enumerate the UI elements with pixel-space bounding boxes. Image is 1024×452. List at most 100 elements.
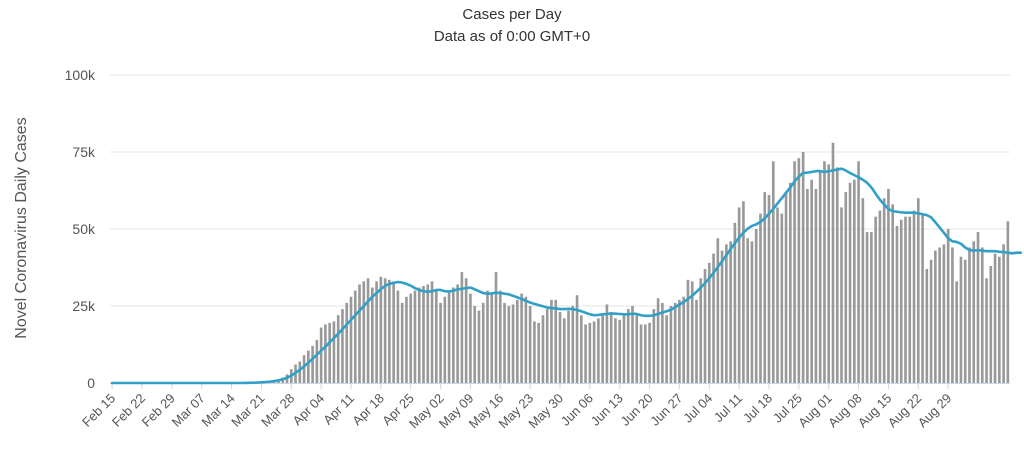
bar (554, 299, 558, 383)
bar (375, 281, 378, 383)
bar (801, 152, 805, 383)
bar (707, 262, 711, 383)
bar (929, 259, 933, 383)
bar-series (243, 142, 1010, 383)
bar (814, 188, 818, 383)
bar (545, 309, 549, 383)
bar (341, 309, 344, 383)
bar (972, 241, 976, 383)
bar (746, 238, 749, 383)
bar (494, 272, 498, 383)
bar (409, 293, 413, 383)
x-tick-label: Apr 04 (290, 391, 328, 429)
bar (307, 350, 310, 383)
bar (328, 322, 331, 383)
bar (908, 216, 912, 383)
bar (823, 161, 826, 383)
bar (865, 232, 869, 383)
bar (405, 296, 408, 383)
bar (353, 290, 357, 383)
bar (635, 315, 639, 383)
bar (989, 265, 993, 383)
bar (439, 302, 442, 383)
bar (618, 319, 622, 383)
bar (844, 192, 848, 383)
bar (818, 170, 822, 383)
bar (678, 299, 681, 383)
y-tick-label: 0 (87, 375, 95, 391)
x-tick-label: Jul 11 (711, 391, 745, 425)
bar (639, 324, 643, 383)
bar (597, 318, 600, 383)
bar (324, 324, 327, 383)
bar (861, 198, 865, 383)
bar (388, 279, 391, 383)
x-tick-label: Apr 11 (320, 391, 357, 428)
bar (571, 306, 575, 383)
bar (852, 179, 856, 383)
bar (528, 306, 532, 383)
bar (776, 207, 779, 383)
bar (665, 315, 668, 383)
bar (396, 290, 400, 383)
bar (622, 315, 626, 383)
bar (614, 318, 617, 383)
y-tick-label: 100k (65, 67, 96, 83)
bar (503, 302, 506, 383)
bar (379, 276, 383, 383)
bar (835, 167, 839, 383)
bar (980, 247, 984, 383)
bar (998, 256, 1001, 383)
y-axis-ticks: 0 25k 50k 75k 100k (65, 67, 96, 391)
bar (332, 321, 336, 383)
bar (371, 287, 374, 383)
y-tick-label: 50k (72, 221, 96, 237)
bar (319, 327, 323, 383)
bar (831, 142, 835, 383)
bar (366, 278, 370, 383)
bar (656, 298, 660, 383)
bar (298, 361, 302, 383)
bar (729, 241, 732, 383)
x-tick-label: Jul 18 (740, 391, 775, 426)
bar (759, 213, 762, 383)
bar (925, 269, 929, 383)
bar (541, 315, 545, 383)
y-axis-label: Novel Coronavirus Daily Cases (13, 117, 30, 338)
bar (481, 302, 485, 383)
bar (857, 161, 860, 383)
bar (712, 253, 715, 383)
bar (771, 161, 775, 383)
bar (562, 318, 566, 383)
bar (793, 161, 796, 383)
bar (870, 232, 873, 383)
bar (916, 198, 920, 383)
bar (383, 278, 387, 383)
moving-average-line (110, 167, 1022, 385)
bar (737, 207, 741, 383)
bar (716, 238, 720, 383)
bar (742, 201, 745, 383)
bar (584, 324, 587, 383)
bar (912, 210, 916, 383)
bar (580, 315, 583, 383)
bar (430, 281, 434, 383)
bar (537, 322, 540, 383)
y-tick-label: 75k (72, 144, 96, 160)
bar (840, 207, 843, 383)
bar (422, 285, 425, 383)
bar (673, 302, 677, 383)
bar (955, 281, 958, 383)
bar (336, 315, 340, 383)
x-tick-label: Jun 27 (647, 391, 685, 429)
bar (302, 355, 306, 383)
bar (720, 250, 724, 383)
bar (490, 293, 494, 383)
x-tick-label: Mar 28 (258, 391, 297, 430)
bar (690, 281, 694, 383)
bar (1002, 244, 1005, 383)
bar (827, 164, 831, 383)
bar (780, 213, 784, 383)
bar (417, 287, 421, 383)
bar (682, 296, 686, 383)
